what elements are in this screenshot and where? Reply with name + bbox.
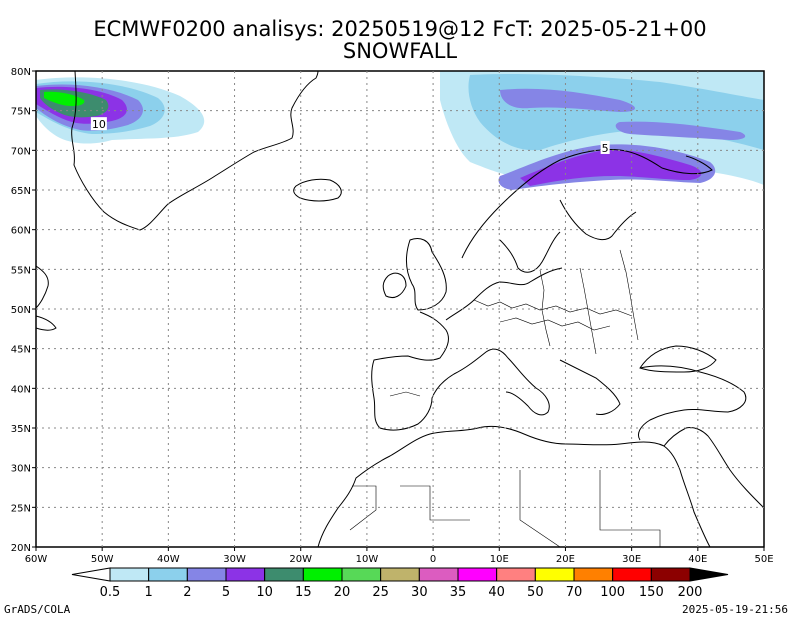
map-subtitle: SNOWFALL: [342, 39, 458, 63]
colorbar-box: [264, 567, 304, 582]
colorbar-upper-arrow: [689, 567, 729, 582]
colorbar-label: 200: [678, 585, 703, 600]
colorbar-box: [225, 567, 266, 582]
colorbar-box: [573, 567, 614, 582]
snow-field-arctic-band: [500, 88, 635, 112]
colorbar-label: 35: [450, 585, 467, 600]
colorbar-label: 2: [183, 585, 191, 600]
europe-coast: [371, 267, 747, 441]
colorbar-label: 15: [295, 585, 312, 600]
contour-labels: 10 5: [90, 117, 610, 155]
colorbar-label: 1: [145, 585, 153, 600]
colorbar-label: 40: [488, 585, 505, 600]
colorbar-box: [418, 567, 459, 582]
lon-tick-label: 30E: [622, 554, 641, 565]
snowfall-fields: [36, 71, 764, 190]
border-line: [619, 249, 639, 341]
colorbar-label: 10: [256, 585, 273, 600]
colorbar-box: [612, 567, 652, 582]
contour-label-bg: [600, 140, 610, 154]
africa-coast: [317, 425, 711, 547]
colorbar-label: 50: [527, 585, 544, 600]
lon-tick-label: 20W: [289, 554, 312, 565]
colorbar-label: 25: [372, 585, 389, 600]
lat-tick-label: 65N: [11, 186, 31, 197]
snow-field-scandinavia-5: [520, 149, 702, 186]
lat-tick-label: 55N: [11, 265, 31, 276]
lat-tick-label: 75N: [11, 107, 31, 118]
colorbar-label: 30: [411, 585, 428, 600]
colorbar-box: [186, 567, 227, 582]
iceland-coast: [293, 178, 342, 202]
lat-tick-label: 70N: [11, 146, 31, 157]
british-isles-coast: [382, 238, 447, 311]
lon-tick-label: 50W: [91, 554, 114, 565]
colorbar-box: [109, 567, 150, 582]
colorbar-box: [341, 567, 382, 582]
lat-tick-label: 50N: [11, 305, 31, 316]
contour-label: 10: [92, 118, 106, 131]
lon-tick-label: 40E: [688, 554, 707, 565]
snow-field-greenland-20: [44, 91, 85, 106]
middle-east-coast: [663, 427, 764, 509]
border-line: [579, 267, 597, 355]
creation-timestamp: 2025-05-19-21:56: [682, 603, 788, 616]
colorbar-label: 150: [639, 585, 664, 600]
colorbar-lower-arrow: [71, 567, 111, 582]
border-line: [389, 391, 421, 397]
longitude-labels: 60W 50W 40W 30W 20W 10W 0 10E 20E 30E 40E 50E: [25, 554, 774, 565]
greenland-coast: [71, 71, 319, 231]
lon-tick-label: 50E: [754, 554, 773, 565]
lat-tick-label: 35N: [11, 424, 31, 435]
color-scale-bar: 0.5 1 2 5 10 15 20 25 30 35 40 50 70 100 150 200: [71, 567, 729, 600]
lat-tick-label: 30N: [11, 464, 31, 475]
lon-tick-label: 0: [430, 554, 436, 565]
latitude-labels: 20N 25N 30N 35N 40N 45N 50N 55N 60N 65N 70N 75N 80N: [11, 67, 31, 554]
coastlines: [36, 71, 764, 547]
colorbar-label: 20: [334, 585, 351, 600]
colorbar-box: [380, 567, 420, 582]
snow-field-arctic-band-2: [615, 121, 746, 140]
colorbar-box: [650, 567, 691, 582]
labrador-coast: [36, 265, 57, 331]
software-credit: GrADS/COLA: [4, 603, 71, 616]
country-borders: [349, 249, 661, 547]
contour-label-bg: [90, 117, 107, 131]
lon-tick-label: 10W: [356, 554, 379, 565]
lon-tick-label: 30W: [223, 554, 246, 565]
border-line: [473, 299, 633, 317]
black-sea-coast: [639, 345, 717, 373]
map-title: ECMWF0200 analisys: 20250519@12 FcT: 202…: [93, 17, 707, 41]
lat-tick-label: 25N: [11, 503, 31, 514]
lon-tick-label: 60W: [25, 554, 48, 565]
colorbar-box: [148, 567, 188, 582]
lat-tick-label: 40N: [11, 384, 31, 395]
lon-tick-label: 40W: [157, 554, 180, 565]
lat-tick-label: 45N: [11, 345, 31, 356]
border-line: [499, 317, 611, 331]
colorbar-box: [457, 567, 498, 582]
border-line: [349, 470, 661, 547]
colorbar-label: 100: [600, 585, 625, 600]
colorbar-label: 0.5: [100, 585, 121, 600]
graticule: [32, 70, 765, 551]
colorbar-box: [302, 567, 343, 582]
lat-tick-label: 80N: [11, 67, 31, 78]
colorbar-box: [496, 567, 536, 582]
colorbar-box: [534, 567, 575, 582]
lon-tick-label: 20E: [556, 554, 575, 565]
lon-tick-label: 10E: [490, 554, 509, 565]
contour-label: 5: [602, 142, 609, 155]
colorbar-label: 70: [566, 585, 583, 600]
lat-tick-label: 20N: [11, 543, 31, 554]
colorbar-label: 5: [222, 585, 230, 600]
lat-tick-label: 60N: [11, 226, 31, 237]
border-line: [539, 269, 551, 347]
